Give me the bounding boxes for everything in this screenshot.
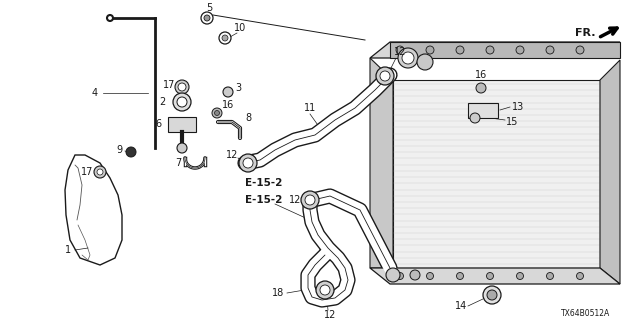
Circle shape: [239, 154, 257, 172]
Text: 4: 4: [92, 88, 98, 98]
Circle shape: [483, 286, 501, 304]
Text: 18: 18: [272, 288, 284, 298]
Circle shape: [397, 273, 403, 279]
Text: 17: 17: [81, 167, 93, 177]
Text: 13: 13: [512, 102, 524, 112]
Text: 2: 2: [159, 97, 165, 107]
Text: 15: 15: [506, 117, 518, 127]
Circle shape: [376, 67, 394, 85]
Polygon shape: [370, 42, 620, 58]
Polygon shape: [468, 103, 498, 118]
Polygon shape: [168, 117, 196, 132]
Circle shape: [177, 143, 187, 153]
Polygon shape: [600, 60, 620, 284]
Text: 1: 1: [65, 245, 71, 255]
Text: 14: 14: [455, 301, 467, 311]
Circle shape: [456, 273, 463, 279]
Circle shape: [576, 46, 584, 54]
Text: 10: 10: [234, 23, 246, 33]
Text: 3: 3: [235, 83, 241, 93]
Text: 16: 16: [222, 100, 234, 110]
Text: 12: 12: [394, 47, 406, 57]
Polygon shape: [393, 80, 600, 268]
Text: 12: 12: [324, 310, 336, 320]
Circle shape: [177, 97, 187, 107]
Circle shape: [212, 108, 222, 118]
Circle shape: [223, 87, 233, 97]
Polygon shape: [370, 58, 393, 268]
Circle shape: [201, 12, 213, 24]
Circle shape: [546, 46, 554, 54]
Circle shape: [402, 52, 414, 64]
Circle shape: [470, 113, 480, 123]
Circle shape: [476, 83, 486, 93]
Circle shape: [126, 147, 136, 157]
Circle shape: [305, 195, 315, 205]
Circle shape: [243, 158, 253, 168]
Text: 16: 16: [475, 70, 487, 80]
Circle shape: [178, 83, 186, 91]
Circle shape: [173, 93, 191, 111]
Circle shape: [222, 35, 228, 41]
Circle shape: [396, 46, 404, 54]
Circle shape: [316, 281, 334, 299]
Circle shape: [175, 80, 189, 94]
Text: 12: 12: [289, 195, 301, 205]
Circle shape: [301, 191, 319, 209]
Text: 7: 7: [175, 158, 181, 168]
Circle shape: [214, 110, 220, 116]
Circle shape: [516, 273, 524, 279]
Circle shape: [107, 15, 113, 21]
Circle shape: [320, 285, 330, 295]
Text: FR.: FR.: [575, 28, 595, 38]
Text: 17: 17: [163, 80, 175, 90]
Polygon shape: [65, 155, 122, 265]
Circle shape: [417, 54, 433, 70]
Circle shape: [380, 71, 390, 81]
Text: 11: 11: [304, 103, 316, 113]
Text: 12: 12: [226, 150, 238, 160]
Circle shape: [204, 15, 210, 21]
Text: 8: 8: [245, 113, 251, 123]
Circle shape: [487, 290, 497, 300]
Text: TX64B0512A: TX64B0512A: [561, 308, 610, 317]
Circle shape: [486, 273, 493, 279]
Circle shape: [398, 48, 418, 68]
Circle shape: [410, 270, 420, 280]
Text: E-15-2: E-15-2: [245, 178, 282, 188]
Circle shape: [516, 46, 524, 54]
Polygon shape: [370, 268, 620, 284]
Circle shape: [577, 273, 584, 279]
Text: 9: 9: [116, 145, 122, 155]
Text: 5: 5: [206, 3, 212, 13]
Circle shape: [219, 32, 231, 44]
Circle shape: [97, 169, 103, 175]
Circle shape: [547, 273, 554, 279]
Circle shape: [94, 166, 106, 178]
Circle shape: [426, 46, 434, 54]
Text: 6: 6: [155, 119, 161, 129]
Circle shape: [386, 268, 400, 282]
Text: E-15-2: E-15-2: [245, 195, 282, 205]
Circle shape: [456, 46, 464, 54]
Circle shape: [486, 46, 494, 54]
Circle shape: [426, 273, 433, 279]
Polygon shape: [390, 42, 620, 58]
